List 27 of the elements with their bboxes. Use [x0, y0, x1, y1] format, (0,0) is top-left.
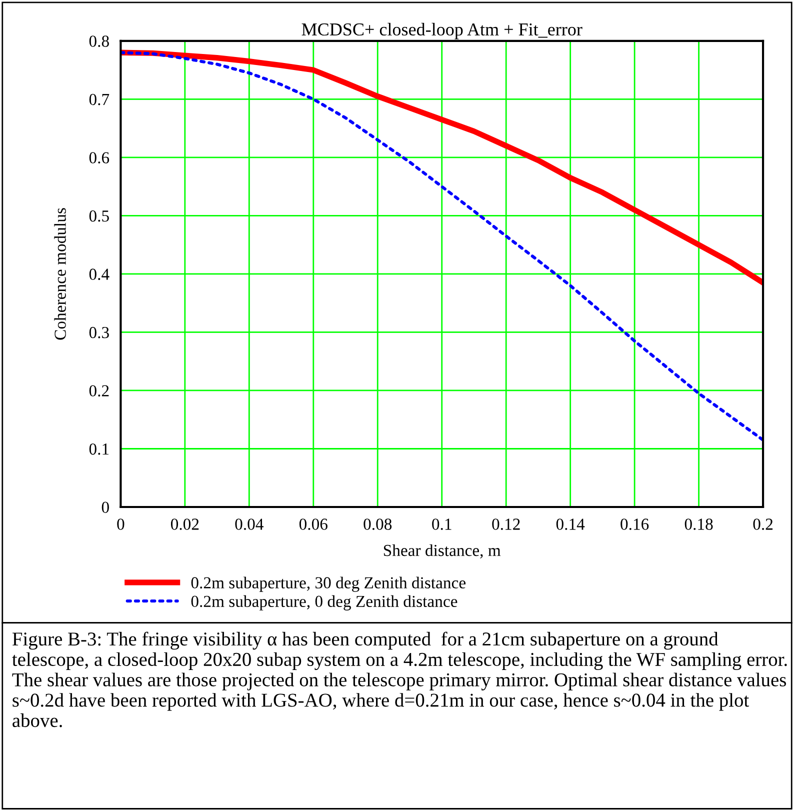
- y-tick-label: 0.5: [89, 210, 109, 222]
- x-tick-label: 0.16: [620, 518, 649, 530]
- text: Figure B-3: The fringe visibility α has been computed for a 21cm subaperture on a ground telescope, a closed-loop 20x20 subap system on a 4.2m telescope, including the WF sampling error. The shear values are those projected on the telescope primary mirror. Optimal shear distance values s~0.2d have been reported with LGS-AO, where d=0.21m in our case, hence s~0.04 in the plot above.: [12, 632, 787, 728]
- legend-label: 0.2m subaperture, 0 deg Zenith distance: [191, 595, 458, 610]
- y-axis-title: Coherence modulus: [54, 208, 66, 340]
- x-tick-label: 0.18: [684, 518, 713, 530]
- y-tick-label: 0: [102, 502, 109, 513]
- x-tick-label: 0.06: [299, 518, 328, 530]
- y-tick-label: 0.3: [89, 326, 109, 338]
- chart-title: MCDSC+ closed-loop Atm + Fit_error: [302, 22, 582, 40]
- x-axis-title: Shear distance, m: [384, 544, 501, 558]
- y-tick-label: 0.7: [89, 94, 110, 106]
- x-tick-label: 0.04: [235, 518, 264, 530]
- x-tick-label: 0: [117, 518, 124, 530]
- y-tick-label: 0.1: [89, 443, 109, 455]
- x-tick-label: 0.08: [364, 518, 392, 530]
- x-tick-label: 0.02: [170, 518, 199, 530]
- x-tick-label: 0.12: [492, 518, 520, 530]
- y-tick-label: 0.4: [89, 268, 110, 280]
- x-tick-label: 0.1: [432, 518, 452, 530]
- y-tick-label: 0.8: [89, 36, 109, 47]
- x-tick-label: 0.14: [556, 518, 585, 530]
- y-tick-label: 0.2: [89, 385, 109, 397]
- y-tick-label: 0.6: [89, 152, 110, 164]
- x-tick-label: 0.2: [753, 518, 773, 530]
- legend-label: 0.2m subaperture, 30 deg Zenith distance: [191, 576, 466, 592]
- line-series: [120, 51, 764, 442]
